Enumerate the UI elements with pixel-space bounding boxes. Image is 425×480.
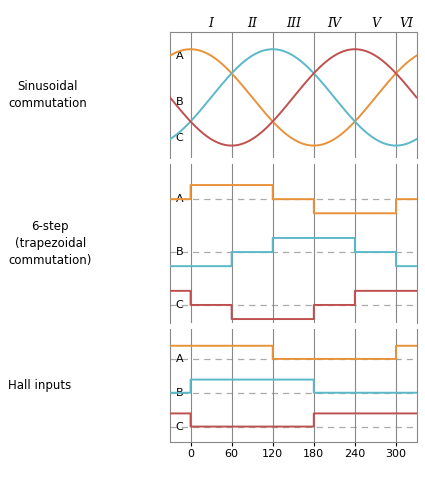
Text: A: A: [176, 194, 183, 204]
Text: Hall inputs: Hall inputs: [8, 379, 72, 392]
Text: B: B: [176, 247, 183, 257]
Text: Sinusoidal
commutation: Sinusoidal commutation: [8, 80, 87, 110]
Text: B: B: [176, 97, 183, 107]
Text: I: I: [209, 17, 214, 30]
Text: VI: VI: [399, 17, 413, 30]
Text: A: A: [176, 51, 183, 61]
Text: 6-step
(trapezoidal
commutation): 6-step (trapezoidal commutation): [8, 220, 92, 267]
Text: B: B: [176, 388, 183, 398]
Text: C: C: [176, 300, 183, 310]
Text: C: C: [176, 421, 183, 432]
Text: C: C: [176, 133, 183, 144]
Text: IV: IV: [327, 17, 341, 30]
Text: III: III: [286, 17, 301, 30]
Text: II: II: [247, 17, 257, 30]
Text: V: V: [371, 17, 380, 30]
Text: A: A: [176, 354, 183, 364]
